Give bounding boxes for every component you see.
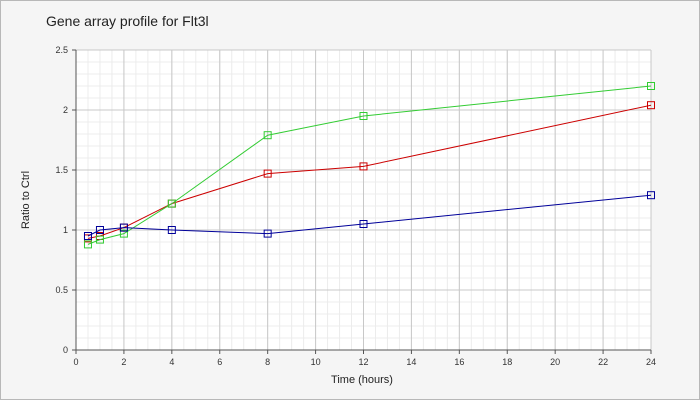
data-point	[647, 101, 655, 110]
data-point	[263, 169, 272, 178]
y-tick-label: 2	[63, 105, 68, 115]
data-point	[647, 191, 655, 200]
x-tick-label: 2	[121, 357, 126, 367]
y-tick-label: 1	[63, 225, 68, 235]
data-point	[119, 229, 128, 238]
data-point	[359, 112, 368, 120]
data-point	[359, 162, 368, 171]
major-grid	[75, 49, 652, 351]
x-tick-label: 4	[169, 357, 174, 367]
x-tick-label: 0	[73, 357, 78, 367]
data-point	[359, 220, 368, 228]
x-tick-label: 18	[502, 357, 512, 367]
y-tick-label: 2.5	[55, 45, 68, 55]
x-tick-label: 22	[598, 357, 608, 367]
x-tick-label: 6	[217, 357, 222, 367]
series-3	[83, 191, 655, 240]
x-tick-label: 24	[646, 357, 656, 367]
series-line	[87, 194, 652, 237]
chart-title: Gene array profile for Flt3l	[46, 13, 209, 29]
y-tick-label: 0	[63, 345, 68, 355]
series-line	[87, 85, 652, 245]
data-point	[95, 226, 104, 234]
x-ticks: 0 2 4 6 8 10 12 14 16 18 20 22 24	[73, 350, 656, 367]
y-tick-label: 1.5	[55, 165, 68, 175]
y-ticks: 0 0.5 1 1.5 2 2.5	[55, 45, 76, 355]
data-point	[647, 82, 655, 90]
x-tick-label: 14	[406, 357, 416, 367]
series-layer	[83, 82, 655, 249]
data-point	[263, 131, 272, 140]
data-point	[95, 235, 104, 244]
x-tick-label: 10	[311, 357, 321, 367]
x-tick-label: 16	[454, 357, 464, 367]
x-tick-label: 20	[550, 357, 560, 367]
data-point	[167, 199, 176, 208]
data-point	[167, 226, 176, 234]
y-tick-label: 0.5	[55, 285, 68, 295]
x-tick-label: 8	[265, 357, 270, 367]
x-axis-label: Time (hours)	[331, 374, 393, 386]
data-point	[83, 232, 92, 240]
series-2	[83, 82, 655, 249]
data-point	[83, 240, 92, 249]
data-point	[119, 223, 128, 232]
data-point	[263, 229, 272, 238]
x-tick-label: 12	[358, 357, 368, 367]
